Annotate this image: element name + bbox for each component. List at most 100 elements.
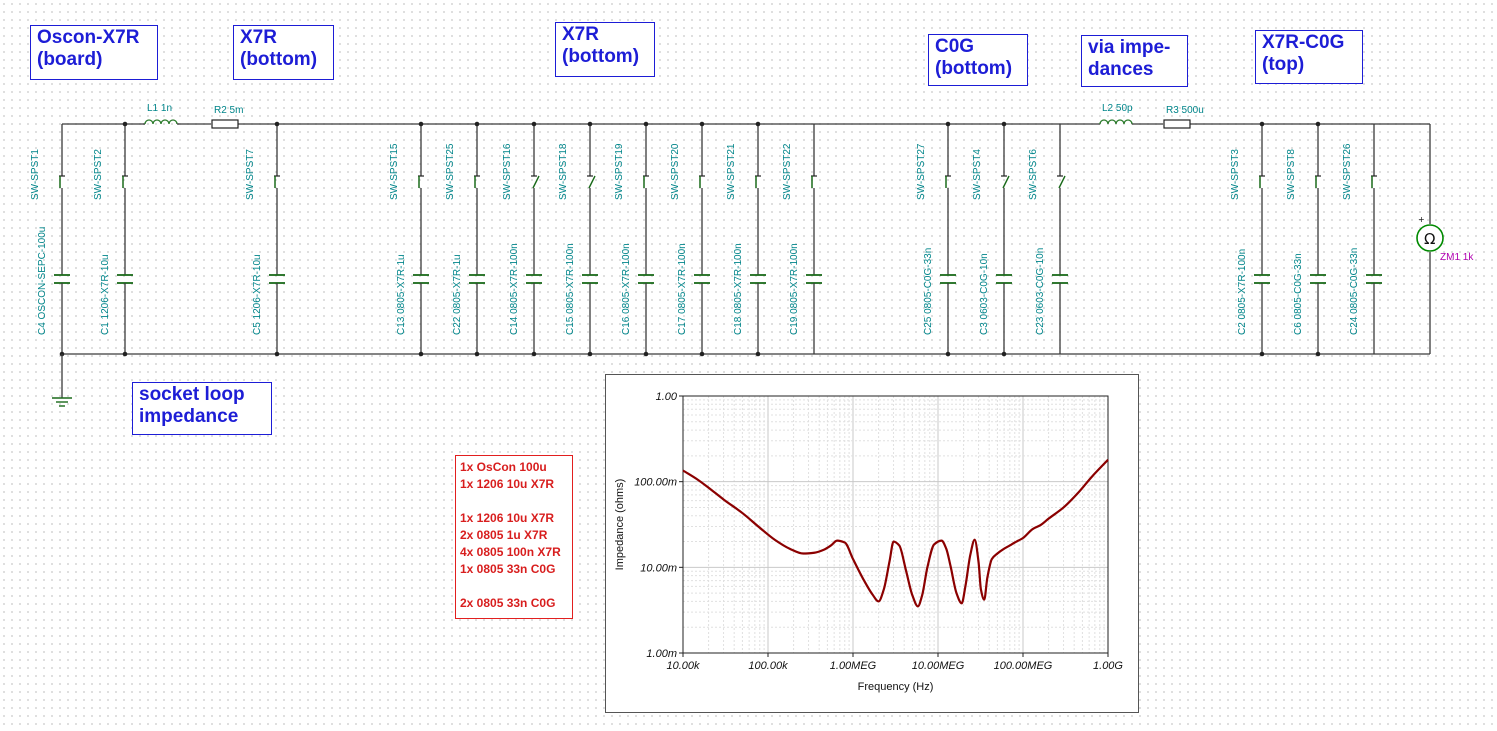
capacitor-label: C3 0603-C0G-10n [979, 253, 990, 335]
x-tick-label: 1.00G [1093, 660, 1123, 672]
branch-sw-spst25: SW-SPST25 C22 0805-X7R-1u [445, 124, 485, 354]
series-line-impedance [682, 459, 1109, 608]
summary-line: 4x 0805 100n X7R [460, 545, 561, 559]
branch-sw-spst3: SW-SPST3 C2 0805-X7R-100n [1230, 124, 1270, 354]
group-label-x7r-bottom-2: X7R (bottom) [555, 22, 655, 77]
switch-label: SW-SPST19 [614, 143, 625, 200]
switch-label: SW-SPST18 [558, 143, 569, 200]
switch-label: SW-SPST1 [30, 149, 41, 200]
switch-label: SW-SPST20 [670, 143, 681, 200]
switch-label: SW-SPST4 [972, 149, 983, 200]
capacitor-label: C19 0805-X7R-100n [789, 243, 800, 335]
junction-dot [1259, 351, 1265, 357]
switch-blade [1002, 175, 1010, 189]
x-tick-label: 10.00MEG [912, 660, 965, 672]
switch-blade [588, 175, 596, 189]
switch-label: SW-SPST6 [1028, 149, 1039, 200]
junction-dot [1315, 121, 1321, 127]
switch-label: SW-SPST8 [1286, 149, 1297, 200]
summary-line: 2x 0805 1u X7R [460, 528, 548, 542]
junction-dot [474, 351, 480, 357]
group-label-socket-loop-impedance: socket loop impedance [132, 382, 272, 435]
branch-sw-spst19: SW-SPST19 C16 0805-X7R-100n [614, 124, 654, 354]
group-label-oscon-x7r-board: Oscon-X7R (board) [30, 25, 158, 80]
group-label-x7r-c0g-top: X7R-C0G (top) [1255, 30, 1363, 84]
switch-blade [1058, 175, 1066, 189]
switch-label: SW-SPST25 [445, 143, 456, 200]
capacitor-label: C16 0805-X7R-100n [621, 243, 632, 335]
junction-dot [1001, 121, 1007, 127]
impedance-chart: 10.00k 100.00k 1.00MEG 10.00MEG 100.00MEG 1.0… [614, 391, 1123, 693]
summary-line: 1x 1206 10u X7R [460, 511, 555, 525]
component-summary: 1x OsCon 100u 1x 1206 10u X7R 1x 1206 10… [455, 455, 573, 619]
switch-label: SW-SPST27 [916, 143, 927, 200]
junction-dot [643, 121, 649, 127]
y-tick-label: 10.00m [640, 562, 677, 574]
impedance-plot-window[interactable]: 10.00k 100.00k 1.00MEG 10.00MEG 100.00MEG 1.0… [605, 374, 1139, 713]
capacitor-label: C18 0805-X7R-100n [733, 243, 744, 335]
junction-dot [531, 121, 537, 127]
switch-label: SW-SPST21 [726, 143, 737, 200]
group-label-x7r-bottom-1: X7R (bottom) [233, 25, 334, 80]
impedance-meter-icon[interactable] [1416, 224, 1444, 252]
branch-sw-spst6: SW-SPST6 C23 0603-C0G-10n [1028, 124, 1068, 354]
junction-dot [418, 121, 424, 127]
capacitor-label: C22 0805-X7R-1u [452, 254, 463, 335]
capacitor-label: C14 0805-X7R-100n [509, 243, 520, 335]
junction-dot [474, 121, 480, 127]
branch-sw-spst15: SW-SPST15 C13 0805-X7R-1u [389, 124, 429, 354]
branch-sw-spst21: SW-SPST21 C18 0805-X7R-100n [726, 124, 766, 354]
ohm-symbol: Ω [1424, 230, 1435, 248]
capacitor-label: C13 0805-X7R-1u [396, 254, 407, 335]
branch-sw-spst1: SW-SPST1 C4 OSCON-SEPC-100u [30, 124, 70, 354]
branch-sw-spst26: SW-SPST26 C24 0805-C0G-33n [1342, 124, 1382, 354]
junction-dot [587, 121, 593, 127]
branch-sw-spst22: SW-SPST22 C19 0805-X7R-100n [782, 124, 822, 354]
junction-dot [274, 351, 280, 357]
capacitor-label: C25 0805-C0G-33n [923, 248, 934, 335]
inductor-l1-label: L1 1n [147, 103, 172, 114]
branch-sw-spst2: SW-SPST2 C1 1206-X7R-10u [93, 124, 133, 354]
junction-dot [531, 351, 537, 357]
meter-plus-sign: + [1418, 215, 1425, 224]
capacitor-label: C24 0805-C0G-33n [1349, 248, 1360, 335]
inductor-l1 [144, 119, 178, 125]
switch-label: SW-SPST15 [389, 143, 400, 200]
junction-dot [122, 351, 128, 357]
junction-dot [587, 351, 593, 357]
junction-dot [755, 351, 761, 357]
resistor-r2-label: R2 5m [214, 105, 243, 116]
junction-dot [699, 121, 705, 127]
branch-sw-spst8: SW-SPST8 C6 0805-C0G-33n [1286, 124, 1326, 354]
resistor-r2 [211, 119, 239, 129]
meter-label: ZM1 1k [1440, 252, 1474, 263]
junction-dot [945, 121, 951, 127]
summary-line: 2x 0805 33n C0G [460, 596, 556, 610]
branch-sw-spst18: SW-SPST18 C15 0805-X7R-100n [558, 124, 598, 354]
switch-label: SW-SPST2 [93, 149, 104, 200]
x-tick-label: 100.00k [748, 660, 788, 672]
junction-dot [699, 351, 705, 357]
capacitor-label: C23 0603-C0G-10n [1035, 248, 1046, 335]
x-tick-label: 1.00MEG [830, 660, 877, 672]
y-axis-label: Impedance (ohms) [614, 479, 626, 571]
junction-dot [122, 121, 128, 127]
junction-dot [1001, 351, 1007, 357]
branch-sw-spst27: SW-SPST27 C25 0805-C0G-33n [916, 124, 956, 354]
capacitor-label: C2 0805-X7R-100n [1237, 249, 1248, 335]
branch-sw-spst7: SW-SPST7 C5 1206-X7R-10u [245, 124, 285, 354]
switch-label: SW-SPST16 [502, 143, 513, 200]
switch-blade [532, 175, 540, 189]
summary-line: 1x 1206 10u X7R [460, 477, 555, 491]
junction-dot [1259, 121, 1265, 127]
inductor-l2-label: L2 50p [1102, 103, 1133, 114]
capacitor-label: C4 OSCON-SEPC-100u [37, 227, 48, 335]
junction-dot [755, 121, 761, 127]
resistor-r3-label: R3 500u [1166, 105, 1204, 116]
inductor-l2 [1099, 119, 1133, 125]
switch-label: SW-SPST26 [1342, 143, 1353, 200]
junction-dot [643, 351, 649, 357]
capacitor-label: C1 1206-X7R-10u [100, 254, 111, 335]
branch-sw-spst4: SW-SPST4 C3 0603-C0G-10n [972, 124, 1012, 354]
x-tick-label: 10.00k [666, 660, 700, 672]
